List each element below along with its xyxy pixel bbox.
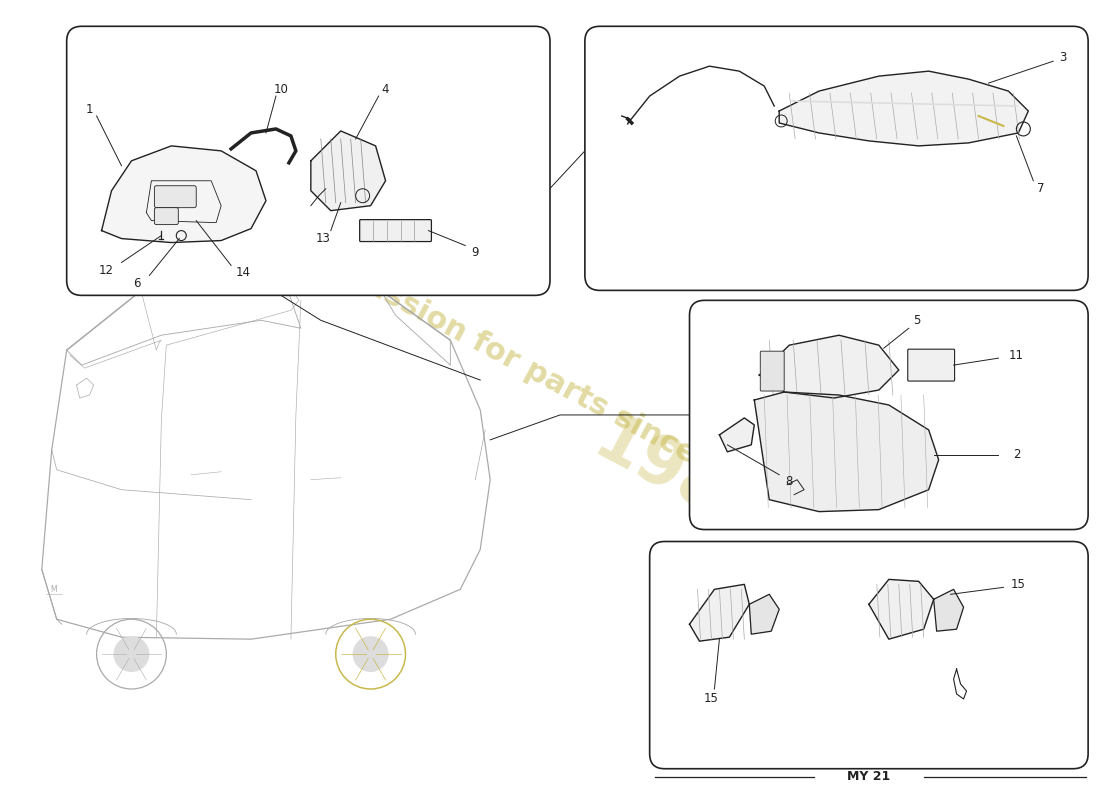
- Text: 12: 12: [99, 264, 114, 277]
- Text: MY 21: MY 21: [847, 770, 891, 783]
- Text: M: M: [51, 585, 57, 594]
- FancyBboxPatch shape: [154, 208, 178, 225]
- Text: 11: 11: [1009, 349, 1024, 362]
- Text: 9: 9: [472, 246, 478, 259]
- Text: 10: 10: [274, 82, 288, 95]
- FancyBboxPatch shape: [585, 26, 1088, 290]
- FancyBboxPatch shape: [908, 349, 955, 381]
- Text: 7: 7: [1036, 182, 1044, 195]
- Polygon shape: [690, 584, 749, 641]
- Polygon shape: [749, 594, 779, 634]
- FancyBboxPatch shape: [690, 300, 1088, 530]
- FancyBboxPatch shape: [360, 220, 431, 242]
- FancyBboxPatch shape: [154, 186, 196, 208]
- Text: 14: 14: [235, 266, 251, 279]
- FancyBboxPatch shape: [650, 542, 1088, 769]
- FancyBboxPatch shape: [760, 351, 784, 391]
- Text: 13: 13: [316, 232, 330, 245]
- Text: 6: 6: [133, 277, 140, 290]
- Text: 15: 15: [704, 693, 719, 706]
- Text: a passion for parts since 1985: a passion for parts since 1985: [315, 246, 785, 514]
- Polygon shape: [311, 131, 386, 210]
- Polygon shape: [101, 146, 266, 242]
- FancyBboxPatch shape: [67, 26, 550, 295]
- Text: 1985: 1985: [582, 407, 777, 553]
- Text: 15: 15: [1011, 578, 1026, 591]
- Polygon shape: [759, 335, 899, 398]
- Text: 2: 2: [1013, 448, 1020, 462]
- Polygon shape: [869, 579, 934, 639]
- Text: 4: 4: [382, 82, 389, 95]
- Polygon shape: [934, 590, 964, 631]
- Circle shape: [353, 636, 388, 672]
- Text: 5: 5: [913, 314, 921, 326]
- Circle shape: [113, 636, 150, 672]
- Polygon shape: [719, 418, 755, 452]
- Polygon shape: [755, 392, 938, 512]
- Polygon shape: [779, 71, 1028, 146]
- Text: 3: 3: [1059, 50, 1067, 64]
- Text: 1: 1: [86, 102, 94, 115]
- Text: 8: 8: [785, 475, 793, 488]
